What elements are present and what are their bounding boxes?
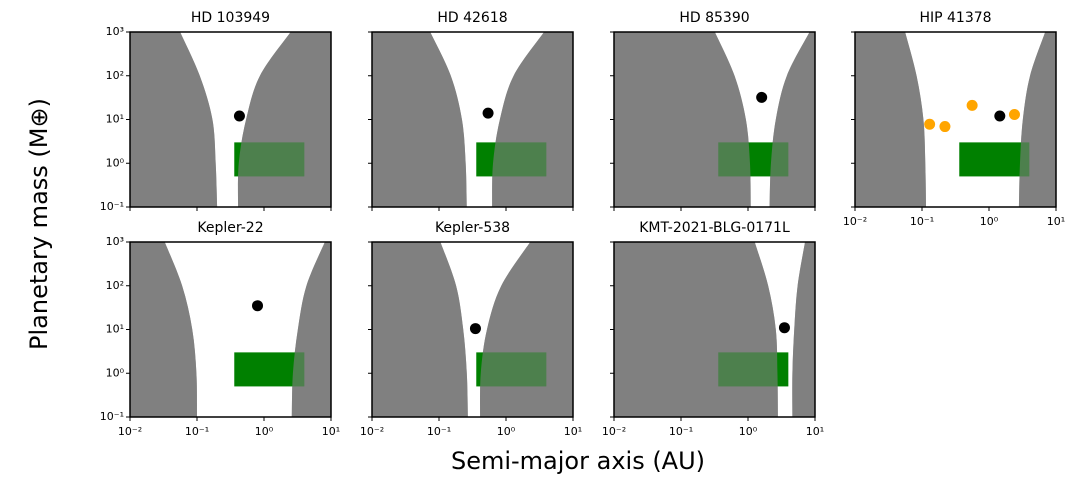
y-tick-label: 10⁰ <box>106 156 125 169</box>
planet <box>252 300 264 312</box>
planet <box>939 121 951 133</box>
x-tick-label: 10⁻² <box>602 425 626 438</box>
excluded-region-overlay <box>291 242 331 417</box>
y-tick-label: 10³ <box>106 235 124 248</box>
x-axis-label: Semi-major axis (AU) <box>451 447 705 475</box>
excluded-region-overlay <box>372 32 467 207</box>
excluded-region-overlay <box>130 32 218 207</box>
excluded-region-overlay <box>855 32 927 207</box>
y-tick-label: 10¹ <box>106 113 124 126</box>
x-tick-label: 10⁻¹ <box>185 425 209 438</box>
excluded-region-overlay <box>792 242 815 417</box>
x-tick-label: 10⁻¹ <box>910 215 934 228</box>
planet <box>233 110 245 122</box>
x-tick-label: 10⁰ <box>255 425 274 438</box>
y-tick-label: 10² <box>106 279 124 292</box>
planet <box>469 323 481 335</box>
y-tick-label: 10¹ <box>106 323 124 336</box>
x-tick-label: 10⁰ <box>980 215 999 228</box>
x-tick-label: 10⁻² <box>360 425 384 438</box>
panel-title: HD 103949 <box>191 10 270 26</box>
panel-title: HD 85390 <box>679 10 749 26</box>
planet <box>1008 109 1020 121</box>
panel-title: HIP 41378 <box>919 10 991 26</box>
x-tick-label: 10⁰ <box>739 425 758 438</box>
y-axis-label: Planetary mass (M⊕) <box>25 98 53 350</box>
x-tick-label: 10⁻² <box>118 425 142 438</box>
x-tick-label: 10⁰ <box>497 425 516 438</box>
panel-title: Kepler-538 <box>435 220 510 236</box>
x-tick-label: 10¹ <box>322 425 340 438</box>
y-tick-label: 10⁰ <box>106 366 125 379</box>
y-tick-label: 10⁻¹ <box>100 410 124 423</box>
excluded-region-overlay <box>769 32 815 207</box>
excluded-region-overlay <box>614 242 778 417</box>
x-tick-label: 10⁻¹ <box>427 425 451 438</box>
excluded-region-overlay <box>480 242 573 417</box>
plot-area <box>130 242 331 417</box>
excluded-region-overlay <box>614 32 751 207</box>
panel-title: KMT-2021-BLG-0171L <box>639 220 790 236</box>
excluded-region-overlay <box>372 242 468 417</box>
excluded-region-overlay <box>130 242 197 417</box>
sensitivity-box <box>959 142 1030 177</box>
plot-area <box>130 32 331 207</box>
planet <box>482 107 494 119</box>
y-tick-label: 10⁻¹ <box>100 200 124 213</box>
x-tick-label: 10⁻¹ <box>669 425 693 438</box>
panel-title: HD 42618 <box>437 10 507 26</box>
x-tick-label: 10⁻² <box>843 215 867 228</box>
plot-area <box>372 32 573 207</box>
planet <box>994 110 1006 122</box>
plot-area <box>855 32 1056 207</box>
planet <box>778 322 790 334</box>
y-tick-label: 10² <box>106 69 124 82</box>
panel-title: Kepler-22 <box>197 220 263 236</box>
x-tick-label: 10¹ <box>564 425 582 438</box>
y-tick-label: 10³ <box>106 25 124 38</box>
excluded-region-overlay <box>237 32 331 207</box>
plot-area <box>614 242 815 417</box>
planet <box>924 118 936 130</box>
excluded-region-overlay <box>1018 32 1056 207</box>
plot-area <box>614 32 815 207</box>
x-tick-label: 10¹ <box>806 425 824 438</box>
planet <box>756 91 768 103</box>
plot-area <box>372 242 573 417</box>
excluded-region-overlay <box>492 32 573 207</box>
x-tick-label: 10¹ <box>1047 215 1065 228</box>
planet <box>966 99 978 111</box>
